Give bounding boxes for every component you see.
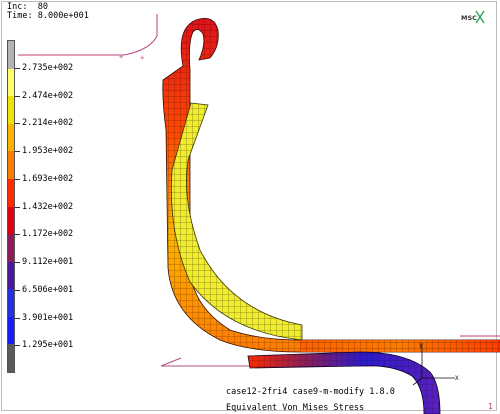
legend-label: 1.295e+001 [22, 340, 74, 350]
legend-tick [15, 207, 20, 208]
color-legend-bar [7, 40, 15, 373]
legend-swatch [8, 178, 14, 207]
legend-label: 2.214e+002 [22, 118, 74, 128]
time-readout: Time: 8.000e+001 [7, 12, 89, 21]
flat-strip-mesh [300, 340, 500, 352]
legend-swatch [8, 151, 14, 180]
msc-logo-text: MSC [461, 14, 477, 22]
legend-swatch [8, 261, 14, 290]
legend-swatch [8, 206, 14, 235]
job-title-text: case12-2fri4 case9-m-modify 1.8.0 [226, 387, 395, 397]
legend-swatch [8, 344, 14, 373]
legend-swatch [8, 96, 14, 125]
legend-label: 1.693e+002 [22, 174, 74, 184]
time-value: 8.000e+001 [37, 11, 89, 21]
legend-tick [15, 262, 20, 263]
hook-strip-mesh [162, 18, 500, 352]
msc-logo: MSC [461, 10, 485, 24]
legend-tick [15, 179, 20, 180]
page-number: 1 [488, 402, 493, 411]
upper-die-contour [18, 14, 158, 56]
legend-label: 9.112e+001 [22, 257, 74, 267]
legend-label: 1.172e+002 [22, 229, 74, 239]
legend-swatch [8, 234, 14, 263]
increment-label: Inc: [7, 2, 28, 12]
legend-tick [15, 318, 20, 319]
legend-label: 2.474e+002 [22, 91, 74, 101]
lower-strip-mesh [248, 352, 440, 414]
legend-tick [15, 345, 20, 346]
legend-swatch [8, 68, 14, 97]
legend-label: 2.735e+002 [22, 63, 74, 73]
legend-tick [15, 96, 20, 97]
legend-tick [15, 68, 20, 69]
legend-label: 1.953e+002 [22, 146, 74, 156]
legend-label: 3.901e+001 [22, 313, 74, 323]
reference-marker-2: + [119, 53, 123, 61]
increment-value: 80 [37, 2, 48, 12]
time-label: Time: [7, 11, 33, 21]
legend-tick [15, 151, 20, 152]
legend-tick [15, 123, 20, 124]
logo-x-mark [475, 10, 485, 24]
legend-swatch [8, 316, 14, 345]
legend-tick [15, 290, 20, 291]
legend-swatch [8, 123, 14, 152]
inner-strip-mesh [171, 103, 302, 340]
legend-label: 6.506e+001 [22, 285, 74, 295]
legend-swatch [8, 41, 14, 70]
axis-triad: Y X [412, 343, 459, 386]
legend-tick [15, 234, 20, 235]
increment-readout: Inc: 80 [7, 3, 48, 12]
reference-marker-1: + [140, 54, 144, 62]
legend-swatch [8, 289, 14, 318]
result-quantity-text: Equivalent Von Mises Stress [226, 403, 365, 413]
svg-text:Y: Y [419, 343, 423, 350]
svg-text:X: X [455, 375, 459, 382]
legend-label: 1.432e+002 [22, 202, 74, 212]
